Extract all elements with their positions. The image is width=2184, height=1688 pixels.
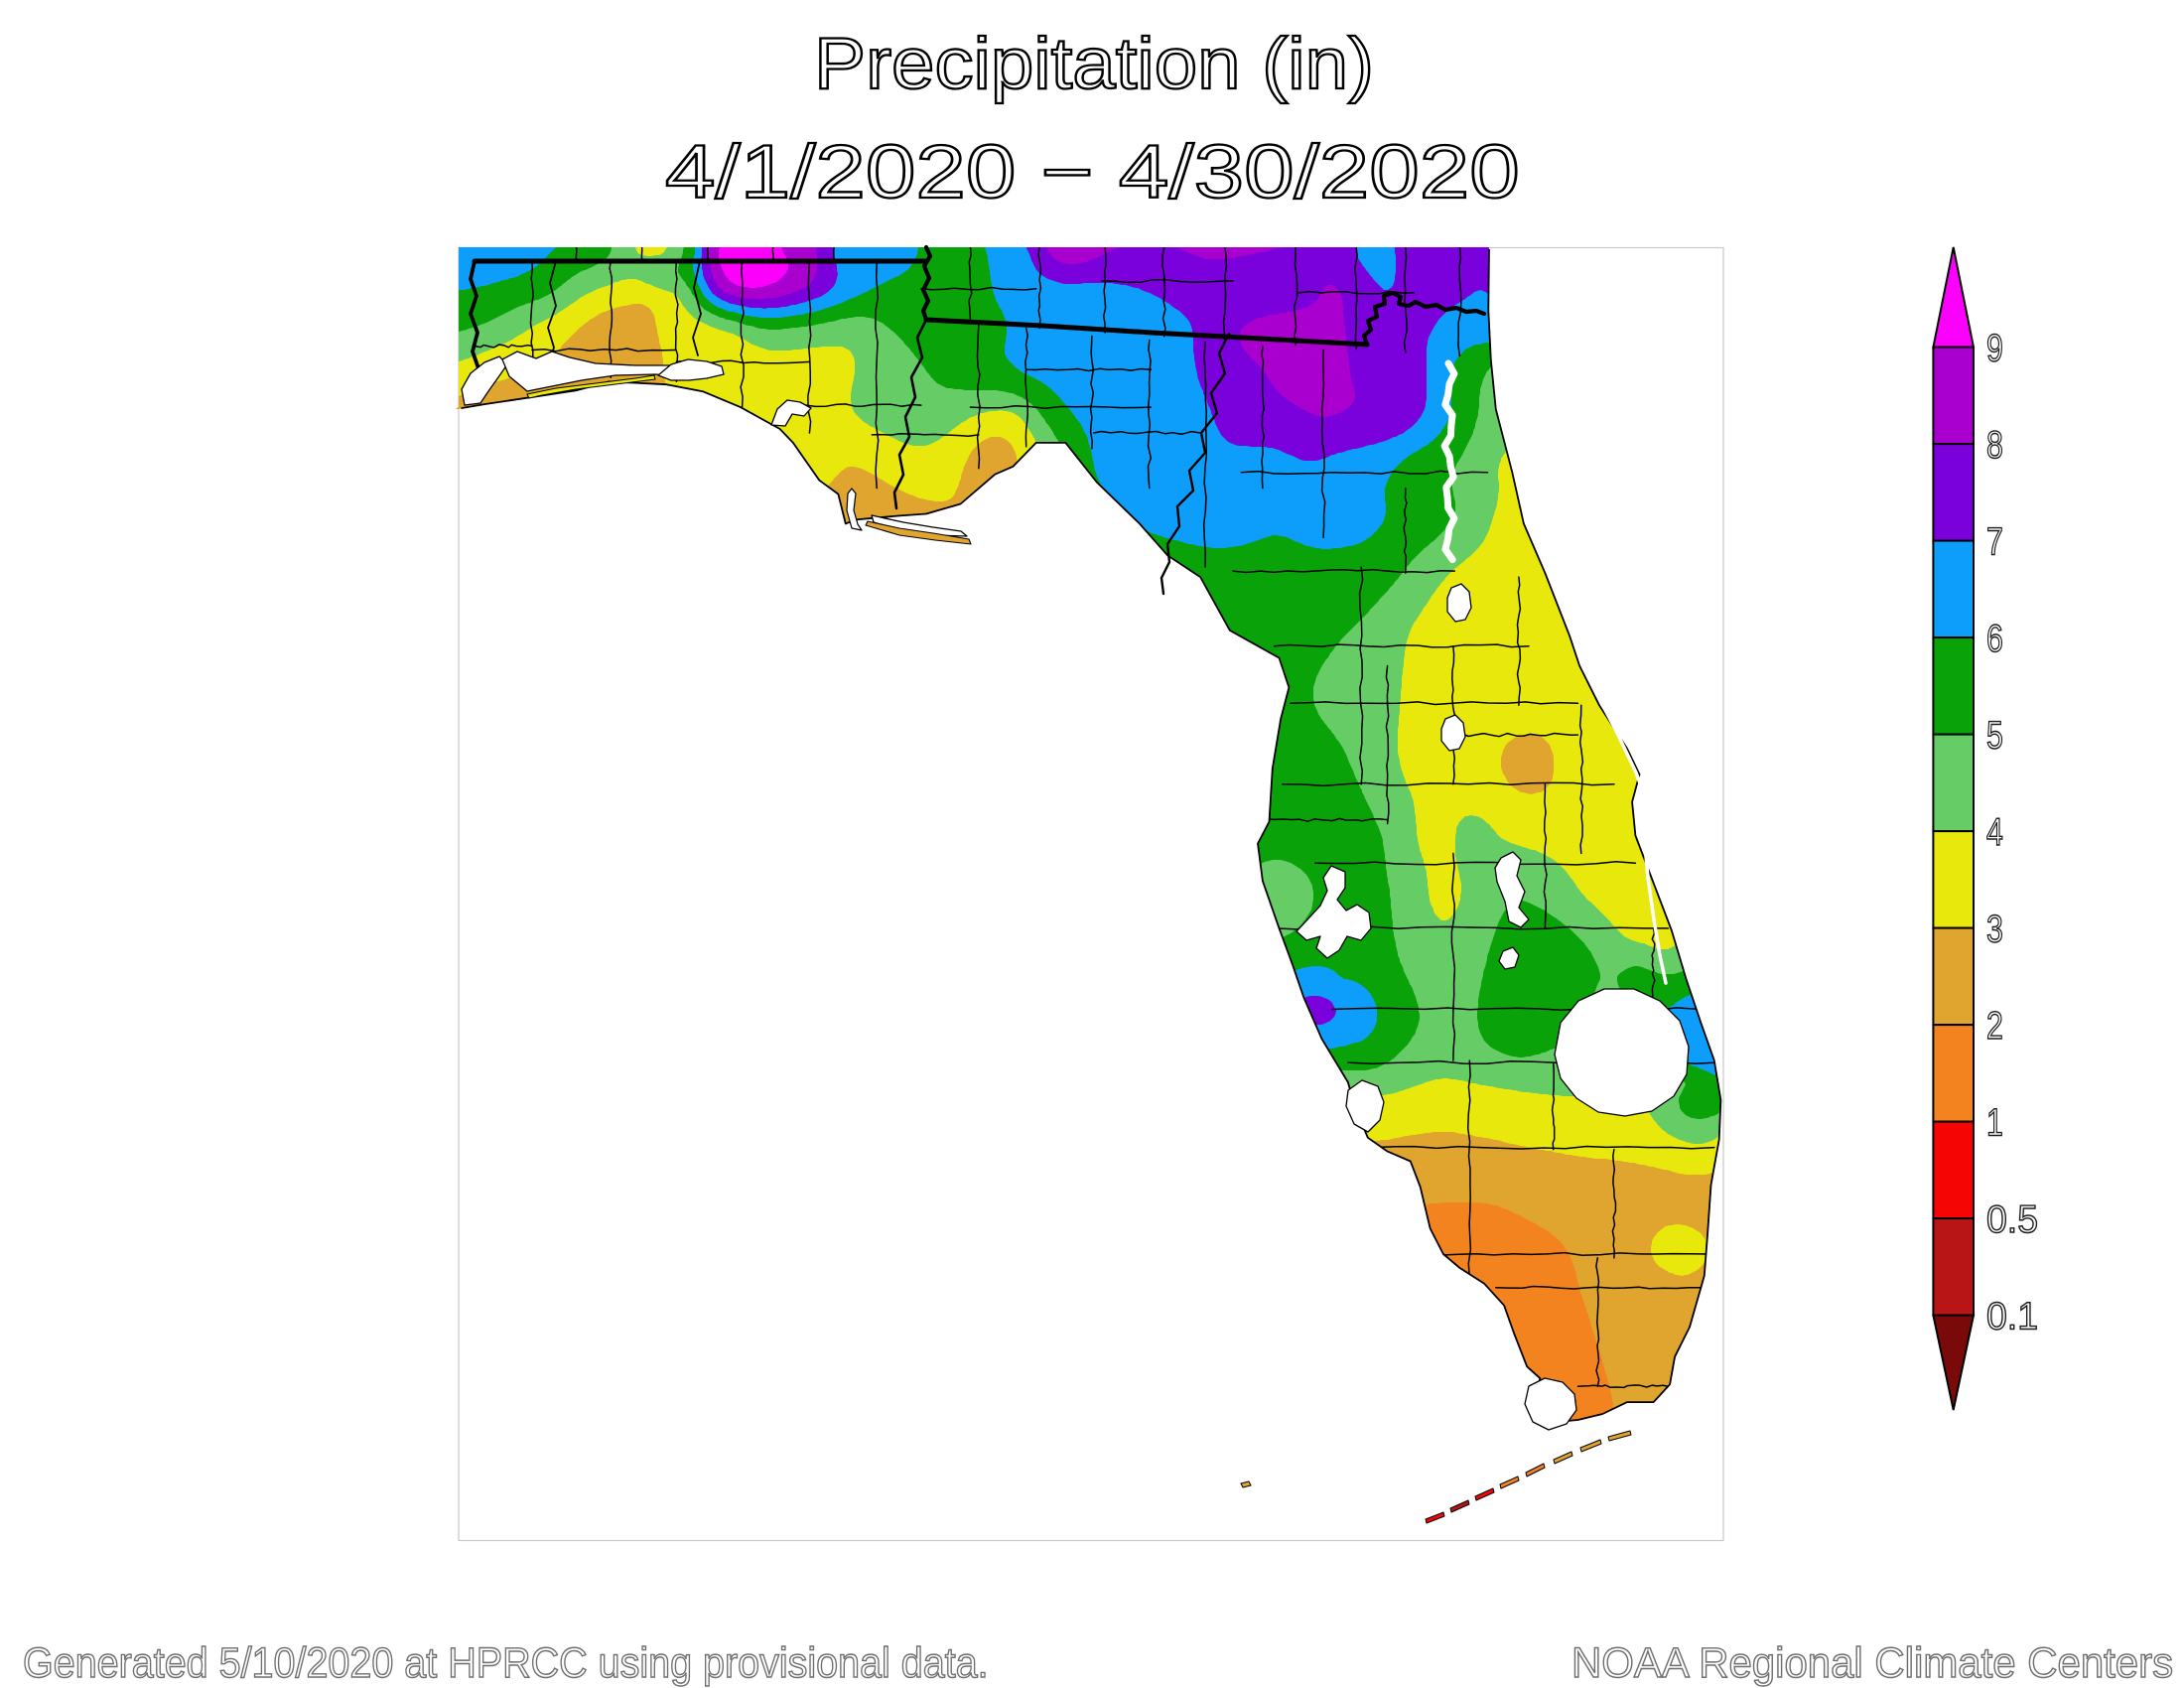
svg-text:4/1/2020 − 4/30/2020: 4/1/2020 − 4/30/2020 (665, 130, 1520, 214)
svg-text:7: 7 (1986, 520, 2003, 563)
svg-text:1: 1 (1986, 1101, 2003, 1144)
svg-text:NOAA Regional Climate Centers: NOAA Regional Climate Centers (1571, 1639, 2173, 1687)
svg-text:3: 3 (1986, 908, 2003, 950)
svg-text:2: 2 (1986, 1005, 2003, 1048)
svg-text:8: 8 (1986, 424, 2003, 467)
svg-text:9: 9 (1986, 327, 2003, 369)
svg-text:Precipitation (in): Precipitation (in) (814, 24, 1374, 105)
svg-text:4: 4 (1986, 811, 2003, 854)
svg-text:Generated 5/10/2020 at HPRCC u: Generated 5/10/2020 at HPRCC using provi… (23, 1639, 989, 1687)
svg-text:6: 6 (1986, 618, 2003, 660)
svg-text:0.5: 0.5 (1986, 1198, 2038, 1241)
svg-text:5: 5 (1986, 714, 2003, 757)
svg-text:0.1: 0.1 (1986, 1295, 2038, 1337)
